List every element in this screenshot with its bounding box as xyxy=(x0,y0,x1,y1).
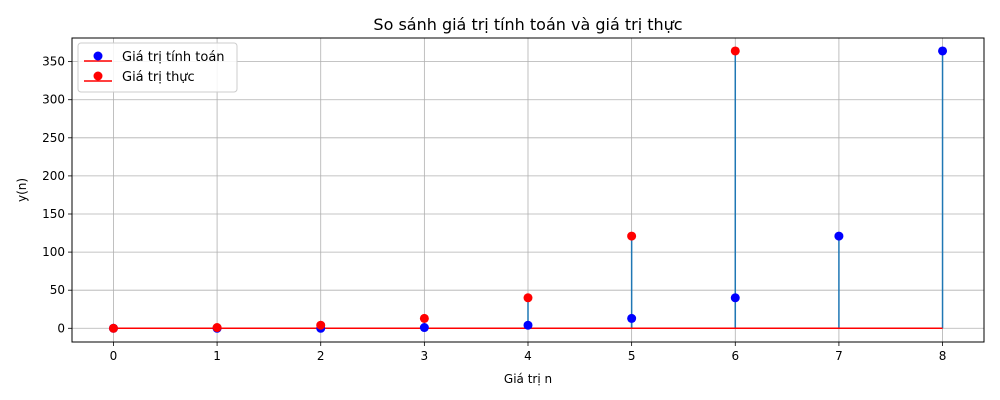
legend: Giá trị tính toán Giá trị thực xyxy=(77,42,238,93)
computed-value-marker xyxy=(730,293,740,303)
actual-value-marker xyxy=(108,323,118,333)
actual-value-marker xyxy=(730,46,740,56)
x-tick-label: 7 xyxy=(835,349,843,363)
x-tick-label: 8 xyxy=(939,349,947,363)
chart-title: So sánh giá trị tính toán và giá trị thự… xyxy=(373,15,682,34)
data-markers xyxy=(108,46,948,333)
x-axis-label: Giá trị n xyxy=(504,372,552,386)
x-tick-label: 5 xyxy=(628,349,636,363)
legend-label: Giá trị thực xyxy=(122,70,195,85)
y-tick-label: 300 xyxy=(42,93,65,107)
legend-label: Giá trị tính toán xyxy=(122,50,225,65)
actual-value-marker xyxy=(419,313,429,323)
y-axis-label: y(n) xyxy=(15,178,29,202)
x-tick-label: 1 xyxy=(213,349,221,363)
computed-value-marker xyxy=(523,320,533,330)
y-tick-label: 200 xyxy=(42,169,65,183)
computed-value-marker xyxy=(419,323,429,333)
y-tick-label: 100 xyxy=(42,245,65,259)
y-tick-label: 150 xyxy=(42,207,65,221)
actual-value-marker xyxy=(316,320,326,330)
actual-value-marker xyxy=(212,323,222,333)
computed-value-marker xyxy=(627,313,637,323)
axis-ticks: 0 1 2 3 4 5 6 7 8 0 50 100 150 200 250 300 350 xyxy=(42,55,946,363)
x-tick-label: 4 xyxy=(524,349,532,363)
computed-value-marker xyxy=(938,46,948,56)
y-tick-label: 0 xyxy=(57,321,65,335)
y-tick-label: 250 xyxy=(42,131,65,145)
legend-marker xyxy=(93,71,103,81)
y-tick-label: 350 xyxy=(42,55,65,69)
computed-value-marker xyxy=(834,231,844,241)
x-tick-label: 6 xyxy=(731,349,739,363)
legend-box xyxy=(77,42,238,93)
x-tick-label: 0 xyxy=(110,349,118,363)
x-tick-label: 3 xyxy=(421,349,429,363)
y-tick-label: 50 xyxy=(50,283,65,297)
actual-value-marker xyxy=(627,231,637,241)
x-tick-label: 2 xyxy=(317,349,325,363)
legend-marker xyxy=(93,51,103,61)
actual-value-marker xyxy=(523,293,533,303)
